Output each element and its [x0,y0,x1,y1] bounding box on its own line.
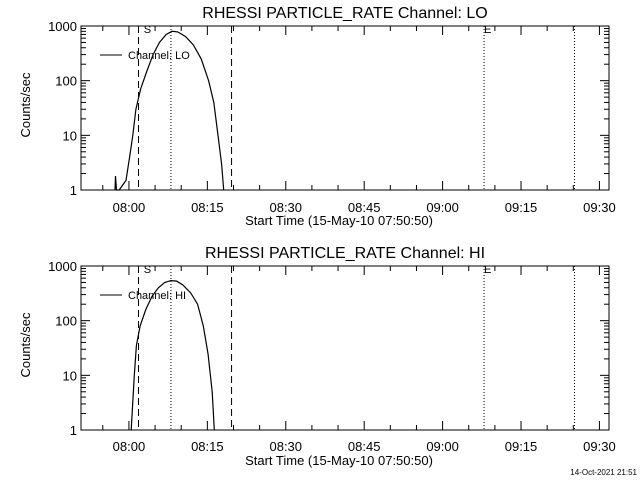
x-tick-label: 08:30 [269,200,302,215]
start-marker-label: S [144,24,151,36]
y-tick-label: 1 [70,423,77,438]
y-axis-label: Counts/sec [18,72,33,138]
y-tick-label: 1000 [48,259,77,274]
data-series-line [130,279,215,431]
y-axis-label: Counts/sec [18,312,33,378]
x-tick-label: 09:15 [505,200,538,215]
x-tick-label: 09:15 [505,439,538,454]
x-tick-label: 08:00 [113,200,146,215]
hi-channel-panel: RHESSI PARTICLE_RATE Channel: HI Start T… [18,245,616,468]
x-tick-label: 09:00 [426,200,459,215]
start-marker-label: S [144,264,151,276]
x-tick-label: 08:00 [113,439,146,454]
legend-label: Channel: LO [128,50,190,62]
x-tick-label: 09:30 [583,439,616,454]
plot-frame [80,265,610,431]
footer-timestamp: 14-Oct-2021 21:51 [570,468,637,477]
x-tick-label: 08:45 [348,439,381,454]
x-axis-label: Start Time (15-May-10 07:50:50) [245,213,433,228]
plot-frame [80,25,610,191]
chart-title: RHESSI PARTICLE_RATE Channel: LO [202,5,487,22]
end-marker-label: E [484,24,491,36]
y-tick-label: 10 [63,128,77,143]
data-series-line [114,30,225,191]
x-tick-label: 09:30 [583,200,616,215]
x-axis-label: Start Time (15-May-10 07:50:50) [245,453,433,468]
y-tick-label: 1 [70,183,77,198]
y-tick-label: 100 [55,74,77,89]
legend-label: Channel: HI [128,290,186,302]
x-tick-label: 09:00 [426,439,459,454]
x-tick-label: 08:15 [191,200,224,215]
chart-title: RHESSI PARTICLE_RATE Channel: HI [205,245,485,262]
x-tick-label: 08:45 [348,200,381,215]
y-tick-label: 1000 [48,19,77,34]
lo-channel-panel: RHESSI PARTICLE_RATE Channel: LO Start T… [18,5,616,228]
x-tick-label: 08:30 [269,439,302,454]
y-tick-label: 10 [63,368,77,383]
x-tick-label: 08:15 [191,439,224,454]
end-marker-label: E [484,264,491,276]
y-tick-label: 100 [55,314,77,329]
